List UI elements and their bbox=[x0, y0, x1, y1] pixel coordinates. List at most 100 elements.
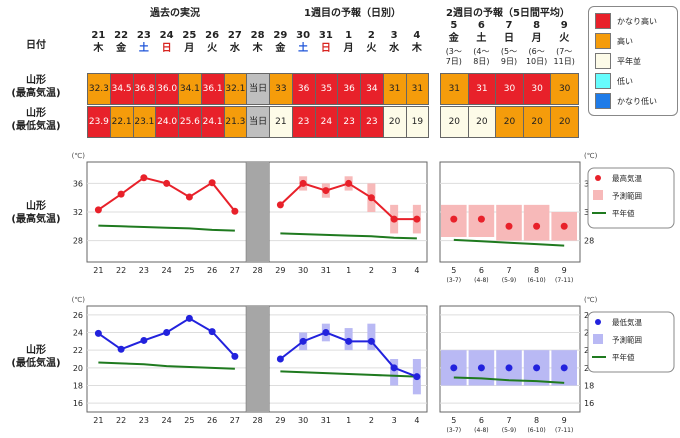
x-tick-label-weekly: 6 bbox=[479, 416, 484, 425]
min-temp-cell: 21 bbox=[269, 106, 293, 138]
temp-point bbox=[390, 215, 398, 223]
x-tick-label: 21 bbox=[93, 416, 103, 425]
temp-point bbox=[345, 337, 353, 345]
week2-date-weekday: 土 bbox=[476, 33, 487, 44]
y-unit-label: (℃) bbox=[72, 296, 86, 304]
chart-label-max: 山形 (最高気温) bbox=[6, 200, 66, 226]
temp-point bbox=[322, 329, 330, 336]
temp-point bbox=[231, 207, 239, 215]
date-day: 25 bbox=[182, 30, 197, 41]
x-tick-label: 27 bbox=[230, 416, 240, 425]
chart-label-min-kind: (最低気温) bbox=[11, 358, 61, 369]
date-day: 1 bbox=[345, 30, 353, 41]
x-tick-label: 26 bbox=[207, 416, 217, 425]
legend-label: 高い bbox=[617, 37, 633, 46]
week2-date-day: 8 bbox=[533, 20, 541, 31]
chart-label-max-kind: (最高気温) bbox=[11, 214, 61, 225]
normal-line-weekly bbox=[453, 238, 565, 247]
temp-point bbox=[231, 352, 239, 360]
x-tick-label-weekly: 7 bbox=[506, 416, 511, 425]
x-tick-sublabel: (7-11) bbox=[555, 427, 573, 434]
row-label-max: 山形 (最高気温) bbox=[6, 74, 66, 100]
x-tick-label: 3 bbox=[392, 416, 397, 425]
temp-point bbox=[413, 373, 421, 381]
min-temp-cell: 24 bbox=[314, 106, 339, 138]
date-day: 2 bbox=[367, 30, 375, 41]
min-temp-cell: 24.0 bbox=[155, 106, 179, 138]
week2-date-day: 9 bbox=[560, 20, 568, 31]
date-weekday: 金 bbox=[275, 43, 286, 54]
y-tick-label-right: 16 bbox=[584, 399, 594, 408]
legend-label: 低い bbox=[617, 77, 633, 86]
weekly-temp-point bbox=[505, 364, 513, 372]
week2-min-temp-cell: 20 bbox=[467, 106, 497, 138]
temp-point bbox=[140, 336, 148, 344]
forecast-table: 21 木 32.3 23.9 22 金 34.5 22.1 23 土 36.8 23.1 24 日 36.0… bbox=[0, 0, 680, 150]
legend-point-marker bbox=[595, 175, 601, 181]
date-day: 31 bbox=[318, 30, 333, 41]
temp-point bbox=[413, 215, 421, 223]
weekly-temp-point bbox=[505, 222, 513, 230]
legend-point-marker bbox=[595, 319, 601, 325]
y-tick-label: 28 bbox=[73, 237, 83, 246]
normal-line-forecast bbox=[280, 232, 417, 240]
normal-line-forecast bbox=[280, 370, 417, 378]
x-tick-label: 4 bbox=[414, 416, 419, 425]
max-temp-cell: 32.1 bbox=[223, 73, 248, 105]
x-tick-label-weekly: 8 bbox=[534, 416, 539, 425]
x-tick-label: 23 bbox=[139, 266, 149, 275]
week2-date-day: 6 bbox=[477, 20, 485, 31]
week1-forecast-header: 1週目の予報（日別） bbox=[304, 8, 401, 19]
date-weekday: 火 bbox=[366, 43, 377, 54]
chart-label-min: 山形 (最低気温) bbox=[6, 344, 66, 370]
weekly-temp-point bbox=[477, 364, 485, 372]
week2-max-temp-cell: 31 bbox=[440, 73, 469, 105]
x-tick-label: 29 bbox=[275, 416, 285, 425]
temp-point bbox=[117, 190, 125, 198]
legend-label: かなり高い bbox=[617, 17, 657, 26]
x-tick-sublabel: (6-10) bbox=[527, 427, 545, 434]
min-temp-cell: 当日 bbox=[246, 106, 270, 138]
max-temp-cell: 31 bbox=[382, 73, 407, 105]
max-temp-cell: 36.8 bbox=[132, 73, 157, 105]
date-day: 29 bbox=[273, 30, 288, 41]
row-label-max-station: 山形 bbox=[26, 75, 46, 86]
max-temp-cell: 36 bbox=[337, 73, 361, 105]
max-temp-cell: 36.0 bbox=[155, 73, 179, 105]
x-tick-label: 29 bbox=[275, 266, 285, 275]
x-tick-label: 26 bbox=[207, 266, 217, 275]
date-weekday: 火 bbox=[207, 43, 218, 54]
temp-point bbox=[208, 328, 216, 336]
x-tick-label: 25 bbox=[184, 416, 194, 425]
week2-max-temp-cell: 30 bbox=[495, 73, 524, 105]
week2-forecast-header: 2週目の予報（5日間平均） bbox=[446, 8, 570, 19]
chart-legend-label: 最高気温 bbox=[612, 173, 642, 183]
x-tick-label-weekly: 9 bbox=[562, 266, 567, 275]
chart-legend-box bbox=[587, 167, 675, 229]
today-gray-band bbox=[246, 162, 269, 262]
min-temp-cell: 22.1 bbox=[109, 106, 134, 138]
temp-point bbox=[140, 174, 148, 182]
x-tick-label: 30 bbox=[298, 416, 308, 425]
max-temp-cell: 34.1 bbox=[178, 73, 202, 105]
y-tick-label-right: 28 bbox=[584, 237, 594, 246]
normal-line-past bbox=[98, 361, 235, 370]
week2-range-start: (4〜 bbox=[473, 47, 490, 56]
min-temp-cell: 23.1 bbox=[132, 106, 157, 138]
date-weekday: 金 bbox=[116, 43, 127, 54]
date-weekday: 日 bbox=[161, 43, 172, 54]
x-tick-sublabel: (5-9) bbox=[502, 277, 516, 284]
week2-max-temp-cell: 30 bbox=[550, 73, 579, 105]
date-weekday: 木 bbox=[252, 43, 263, 54]
max-temp-cell: 34.5 bbox=[109, 73, 134, 105]
x-tick-sublabel: (6-10) bbox=[527, 277, 545, 284]
x-tick-label: 1 bbox=[346, 416, 351, 425]
row-label-min-kind: (最低気温) bbox=[11, 121, 61, 132]
date-weekday: 月 bbox=[184, 43, 195, 54]
date-day: 27 bbox=[227, 30, 242, 41]
week2-range-end: 10日) bbox=[525, 57, 548, 66]
x-tick-label: 2 bbox=[369, 416, 374, 425]
week2-range-start: (6〜 bbox=[528, 47, 545, 56]
y-tick-label: 32 bbox=[73, 208, 83, 217]
x-tick-sublabel: (7-11) bbox=[555, 277, 573, 284]
